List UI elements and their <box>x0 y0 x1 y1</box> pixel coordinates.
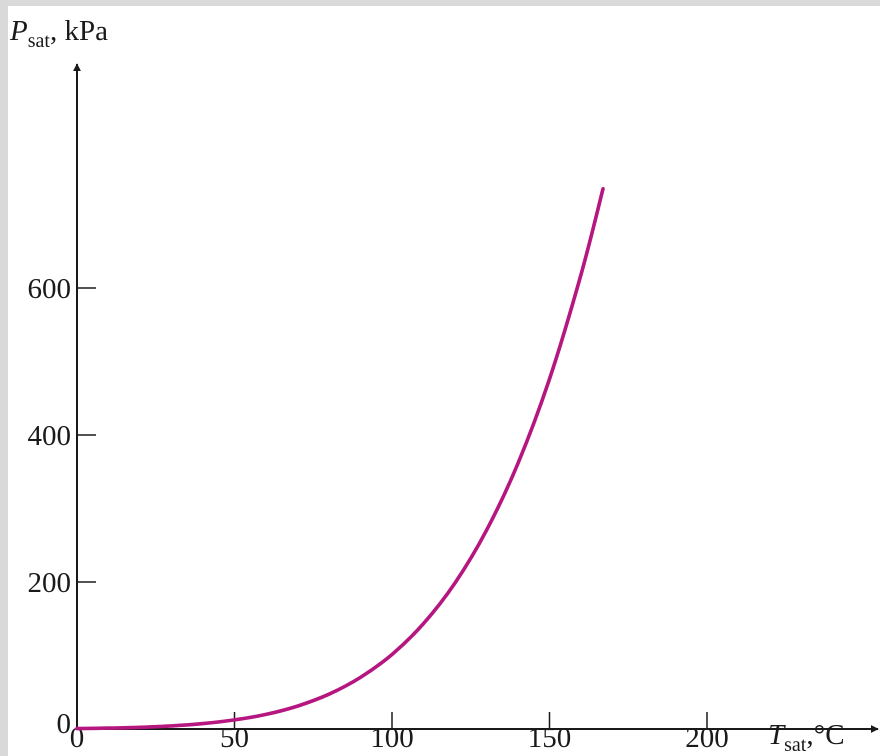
x-axis-subscript: sat <box>784 734 807 756</box>
y-tick-label: 400 <box>28 420 72 452</box>
x-axis-title: Tsat,°C <box>768 719 845 756</box>
series-line <box>75 187 605 731</box>
x-axis-ticks: 0 50 100 150 200 <box>70 712 729 754</box>
x-tick-label: 200 <box>685 722 729 754</box>
y-axis-unit: , kPa <box>50 15 108 47</box>
x-tick-label: 150 <box>528 722 572 754</box>
y-tick-label: 200 <box>28 567 72 599</box>
axes <box>73 63 879 733</box>
x-axis-unit: ,°C <box>806 719 844 751</box>
x-tick-label: 100 <box>370 722 414 754</box>
series-layer <box>75 187 605 731</box>
y-axis-symbol: P <box>9 15 28 47</box>
chart-frame: 0 50 100 150 200 0 200 400 600 Psat, kPa Tsat,°… <box>8 6 880 756</box>
y-axis-subscript: sat <box>28 30 51 52</box>
y-tick-label: 0 <box>57 708 72 740</box>
x-tick-label: 50 <box>220 722 249 754</box>
x-axis-symbol: T <box>768 719 786 751</box>
y-tick-label: 600 <box>28 273 72 305</box>
y-axis-ticks: 0 200 400 600 <box>28 273 96 740</box>
y-axis-title: Psat, kPa <box>9 15 108 52</box>
